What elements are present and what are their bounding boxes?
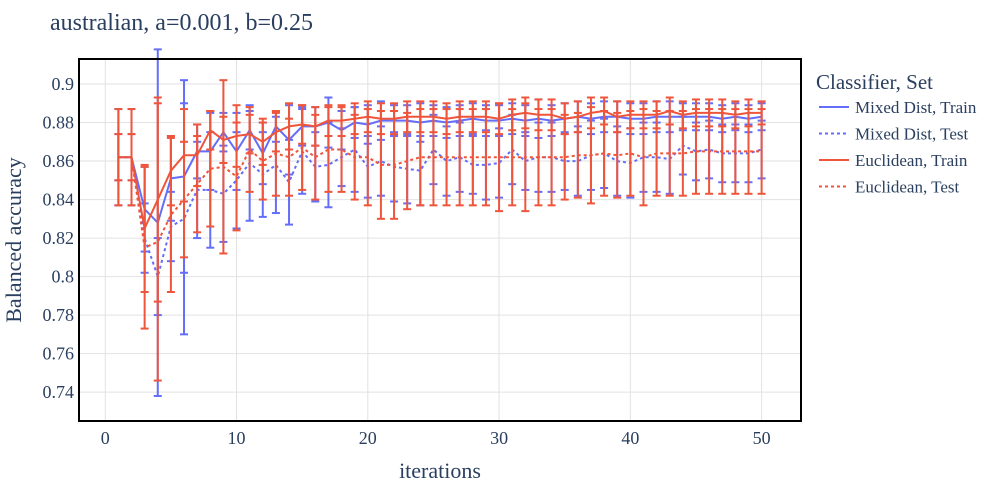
y-tick-label: 0.76 [43,344,75,364]
y-axis-title: Balanced accuracy [1,157,26,323]
series-line [118,115,762,224]
y-tick-label: 0.84 [43,190,75,210]
series-line [118,146,762,249]
y-tick-label: 0.86 [43,151,75,171]
x-tick-label: 10 [228,428,246,448]
series-3 [114,79,766,382]
y-tick-label: 0.82 [43,228,75,248]
x-tick-label: 40 [621,428,639,448]
x-tick-label: 20 [359,428,377,448]
legend-label: Euclidean, Train [855,151,968,170]
plot-frame [78,58,802,422]
x-axis-title: iterations [399,458,481,483]
series-line [118,110,762,230]
chart-title: australian, a=0.001, b=0.25 [50,10,313,36]
series-layer [114,48,766,397]
legend-title: Classifier, Set [816,70,933,94]
y-tick-label: 0.9 [52,74,75,94]
y-tick-label: 0.78 [43,305,75,325]
legend-items: Mixed Dist, Train Mixed Dist, Test Euclide… [819,98,977,197]
y-tick-label: 0.88 [43,113,75,133]
legend-label: Mixed Dist, Test [855,125,969,144]
series-line [118,144,762,278]
series-0 [114,48,766,397]
y-tick-label: 0.8 [52,267,75,287]
legend-label: Euclidean, Test [855,178,960,197]
x-tick-label: 50 [753,428,771,448]
y-tick-label: 0.74 [43,382,75,402]
series-1 [114,102,766,336]
x-tick-label: 30 [490,428,508,448]
legend-label: Mixed Dist, Train [855,98,977,117]
x-tick-label: 0 [101,428,110,448]
tick-labels: 0.74 0.76 0.78 0.8 0.82 0.84 0.86 0.88 0.9 0 10 20 3… [43,74,771,448]
